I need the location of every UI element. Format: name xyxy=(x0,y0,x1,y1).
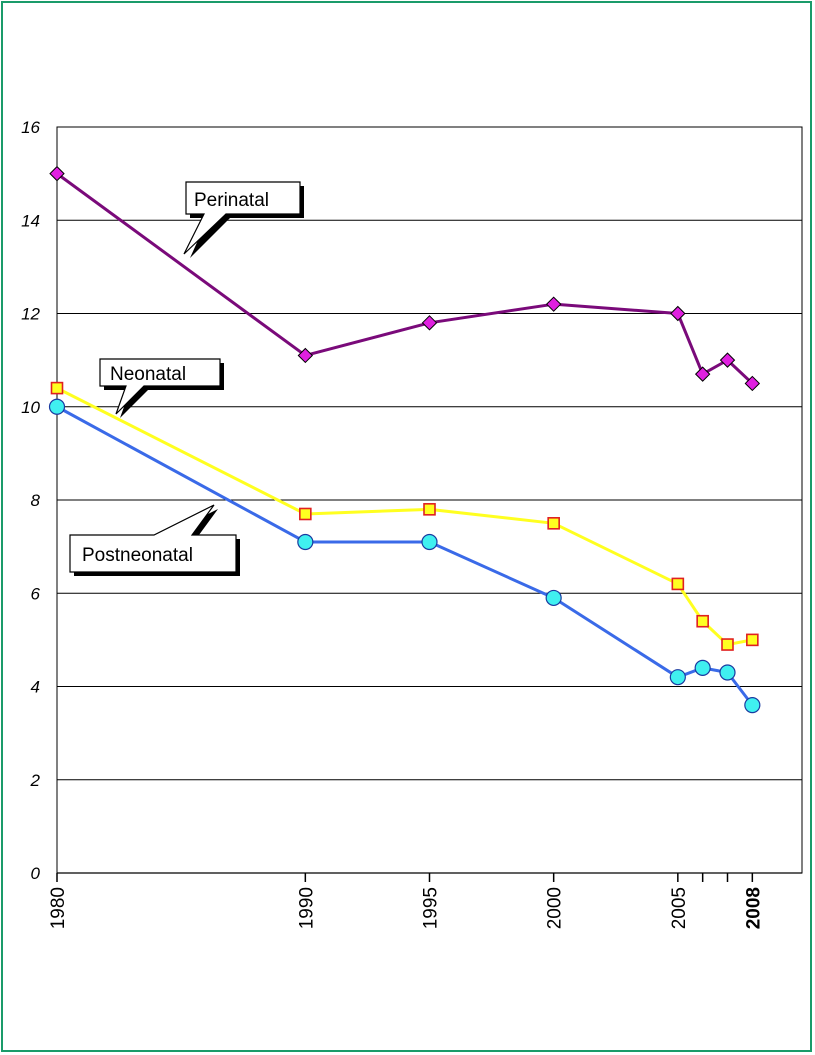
perinatal-point-1990 xyxy=(297,347,314,364)
perinatal-point-2007 xyxy=(719,352,736,368)
neonatal-point-2007 xyxy=(721,638,734,651)
axes xyxy=(56,126,803,882)
y-tick-label-16: 16 xyxy=(21,118,40,137)
callout-perinatal-box xyxy=(183,181,301,255)
postneonatal-point-2005 xyxy=(669,669,686,686)
y-tick-label-4: 4 xyxy=(31,678,40,697)
perinatal-point-2000 xyxy=(545,296,562,312)
series-markers xyxy=(48,165,761,714)
callout-perinatal-label: Perinatal xyxy=(194,190,269,211)
neonatal-point-1995 xyxy=(423,503,436,516)
series-line-neonatal xyxy=(56,386,753,647)
perinatal-point-2008 xyxy=(744,375,761,392)
callout-postneonatal-box xyxy=(69,504,237,573)
grid-lines xyxy=(57,219,802,781)
y-tick-label-14: 14 xyxy=(21,211,40,230)
neonatal-point-2005 xyxy=(671,577,685,591)
y-tick-labels: 0 2 4 6 8 10 12 14 16 xyxy=(21,118,40,883)
y-tick-label-0: 0 xyxy=(31,864,41,883)
postneonatal-point-1980 xyxy=(48,398,66,415)
y-tick-label-2: 2 xyxy=(30,771,41,790)
perinatal-point-1995 xyxy=(421,315,438,331)
postneonatal-point-1990 xyxy=(297,533,314,551)
series-line-perinatal xyxy=(56,172,754,385)
y-tick-label-10: 10 xyxy=(21,398,40,417)
y-tick-label-12: 12 xyxy=(21,305,40,324)
x-tick-label-1990: 1990 xyxy=(296,887,317,929)
x-tick-label-2008: 2008 xyxy=(743,887,764,929)
postneonatal-point-2008 xyxy=(744,697,761,714)
neonatal-point-1990 xyxy=(299,507,312,521)
callout-postneonatal-label: Postneonatal xyxy=(82,545,193,566)
x-tick-label-1995: 1995 xyxy=(421,887,442,929)
callout-neonatal: Neonatal xyxy=(99,358,224,418)
x-tick-labels: 1980 1990 1995 2000 2005 2008 xyxy=(48,887,764,929)
series-lines xyxy=(56,172,754,707)
neonatal-point-2006 xyxy=(696,614,709,628)
y-tick-label-6: 6 xyxy=(31,584,41,603)
perinatal-point-2006 xyxy=(694,366,711,382)
neonatal-point-1980 xyxy=(50,381,64,395)
perinatal-point-2005 xyxy=(670,305,686,322)
neonatal-point-2000 xyxy=(547,517,560,530)
postneonatal-point-2007 xyxy=(719,664,736,681)
callout-neonatal-label: Neonatal xyxy=(110,364,186,385)
neonatal-point-2008 xyxy=(746,633,759,647)
callout-neonatal-box xyxy=(99,358,221,415)
callout-postneonatal: Postneonatal xyxy=(69,504,240,576)
perinatal-point-1980 xyxy=(49,165,65,182)
postneonatal-point-2000 xyxy=(545,589,562,607)
x-tick-label-2000: 2000 xyxy=(545,887,566,929)
y-tick-label-8: 8 xyxy=(31,491,41,510)
postneonatal-point-1995 xyxy=(421,533,438,551)
postneonatal-point-2006 xyxy=(694,659,711,676)
x-tick-label-2005: 2005 xyxy=(669,887,690,929)
x-tick-label-1980: 1980 xyxy=(48,887,69,929)
callout-perinatal: Perinatal xyxy=(183,181,304,258)
